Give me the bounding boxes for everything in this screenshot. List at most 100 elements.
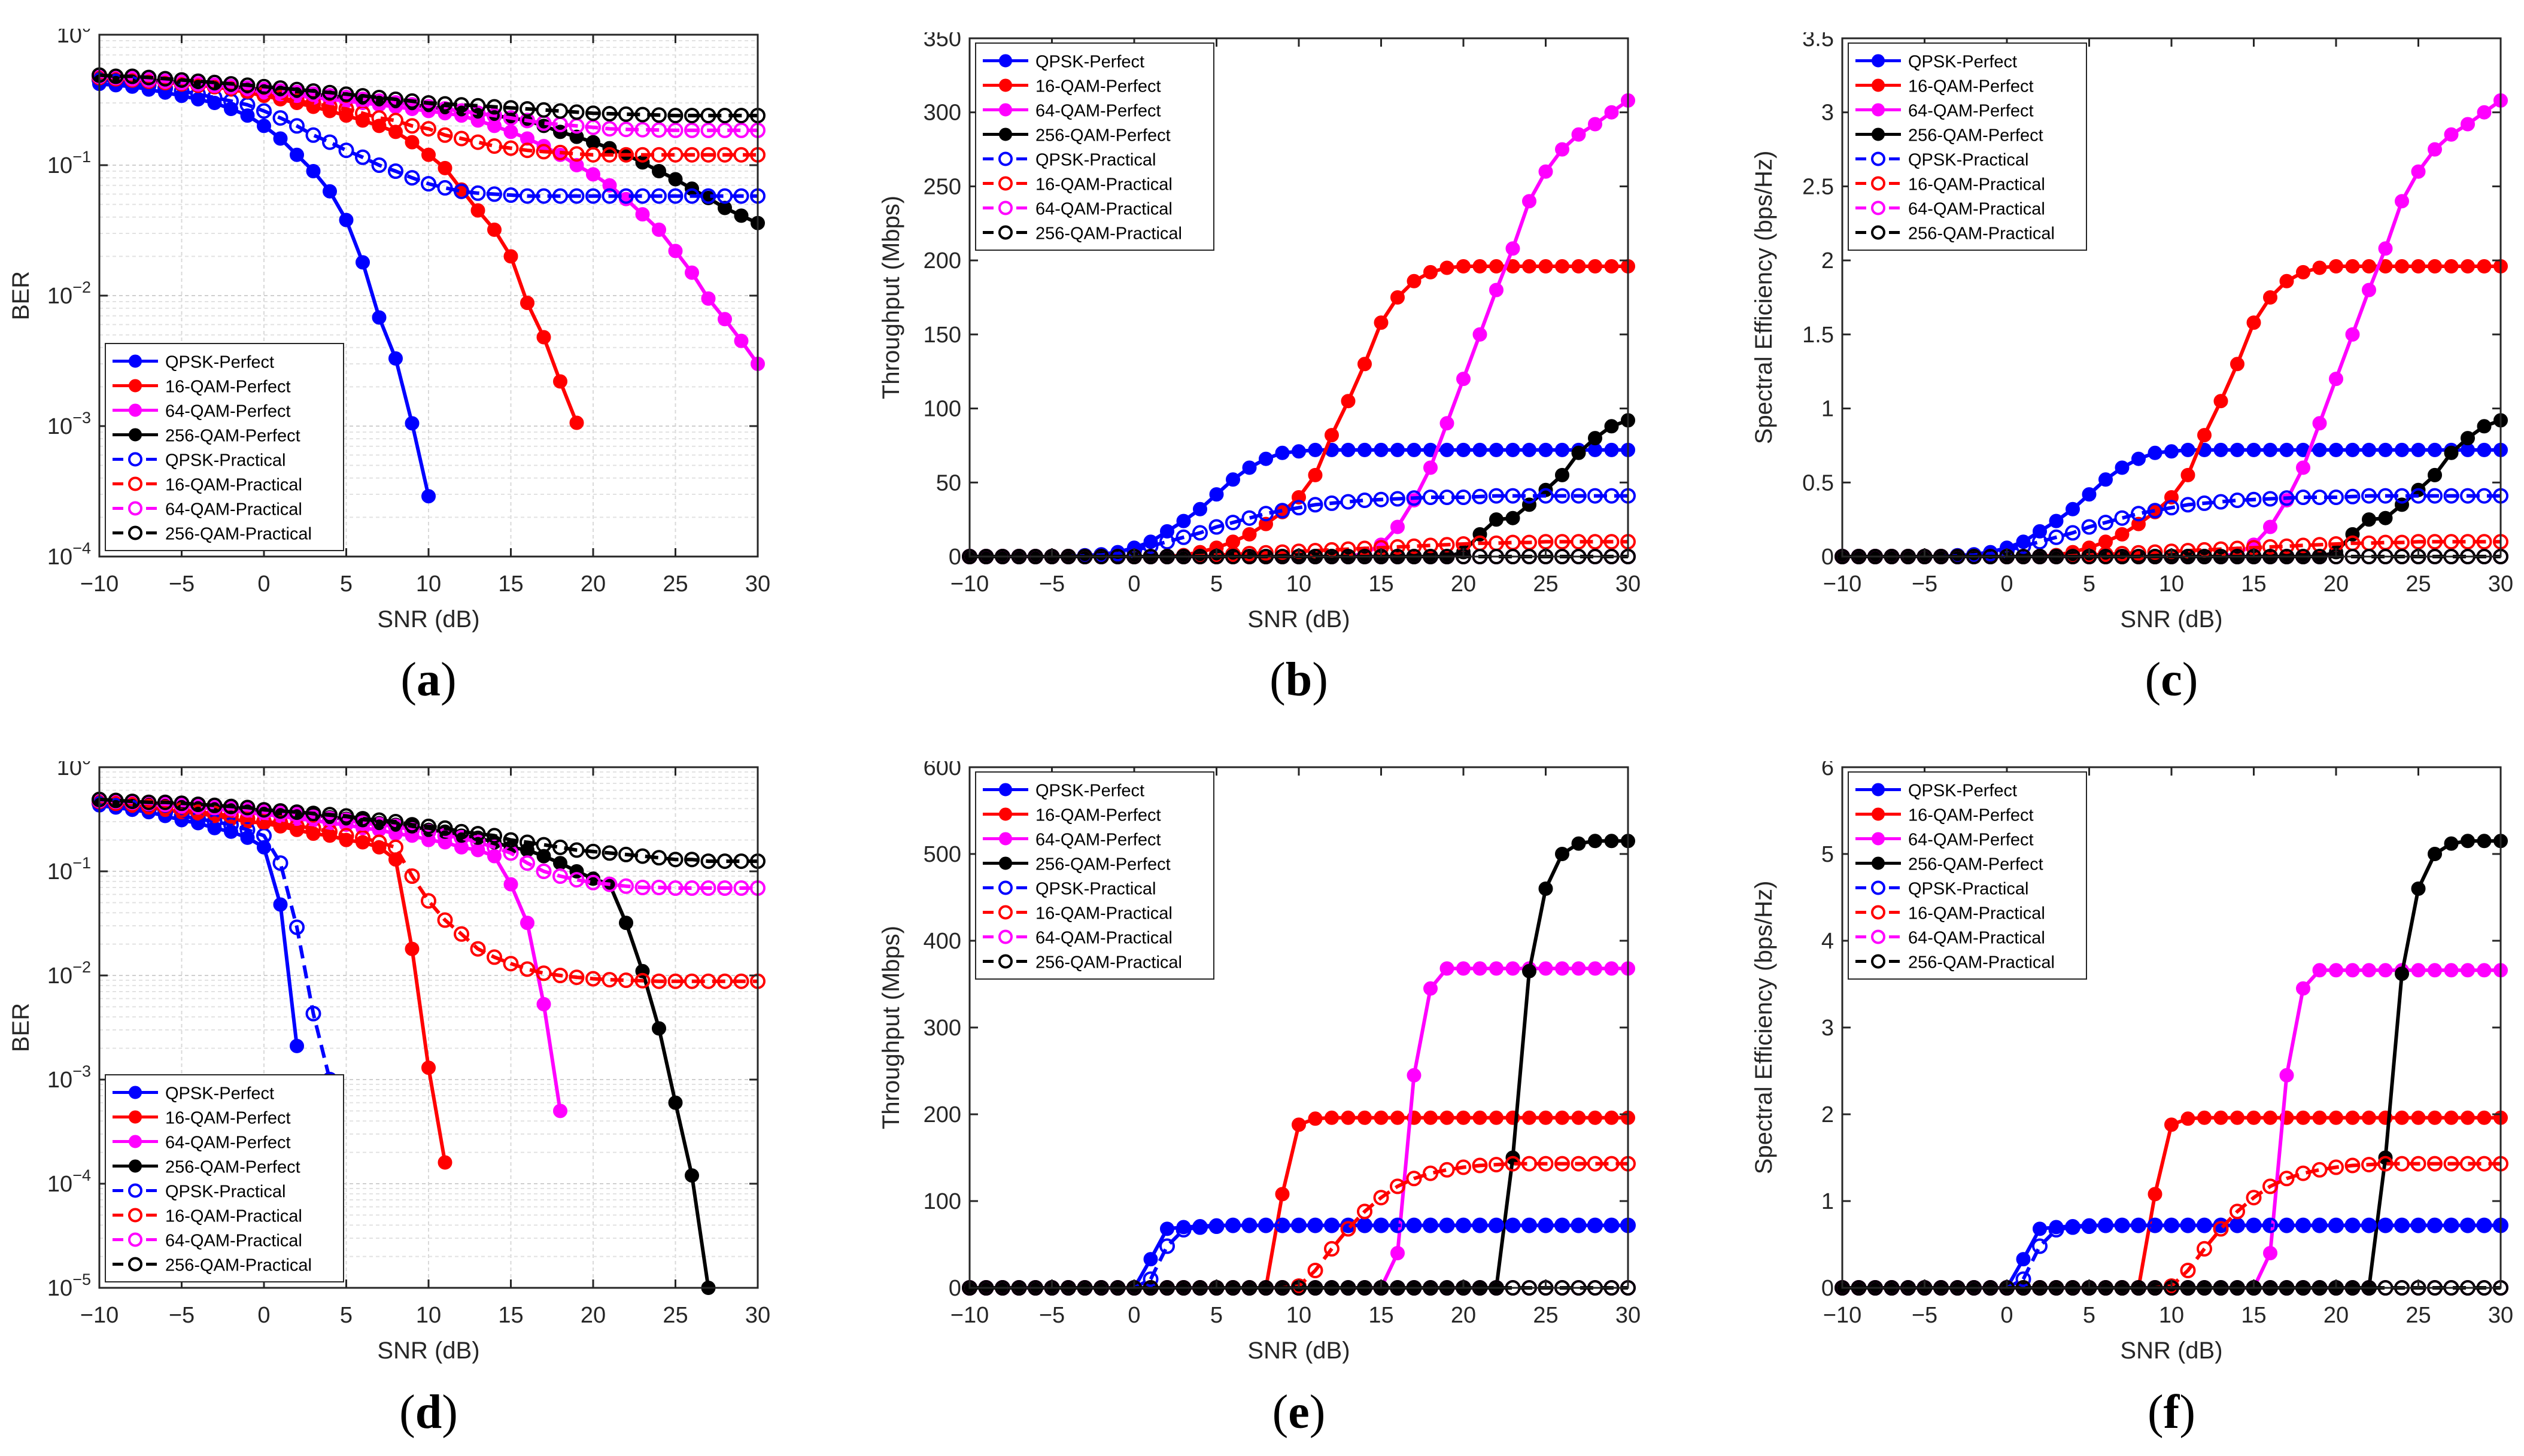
x-tick-label: 5 [1210, 1303, 1223, 1328]
data-point [2114, 510, 2130, 526]
data-point [2197, 1241, 2212, 1257]
data-point [602, 845, 618, 861]
x-tick-label: 10 [1286, 572, 1311, 597]
legend-item: 16-QAM-Practical [983, 175, 1173, 194]
data-point [1423, 1217, 1438, 1233]
data-point [2361, 488, 2377, 504]
data-point [717, 973, 733, 989]
data-point [2098, 1217, 2113, 1233]
data-point [520, 142, 535, 159]
data-point [2262, 491, 2278, 507]
data-point [1521, 1156, 1537, 1172]
legend: QPSK-Perfect 16-QAM-Perfect 64-QAM-Perfect… [105, 343, 344, 551]
data-point [2328, 1217, 2344, 1233]
data-point [190, 804, 206, 820]
x-axis-label: SNR (dB) [1247, 606, 1350, 633]
legend-label: 64-QAM-Practical [165, 500, 302, 519]
data-point [2262, 1178, 2278, 1194]
data-point [1274, 544, 1290, 560]
x-tick-label: −5 [1912, 572, 1937, 597]
x-tick-label: 25 [1533, 572, 1558, 597]
legend-marker [1871, 905, 1885, 920]
data-point [569, 146, 585, 162]
chart-panel-e: −10 −5 0 5 10 15 20 25 300100200300400500600SNR … [878, 761, 1640, 1364]
data-point [272, 80, 288, 96]
data-point [668, 1095, 683, 1110]
legend-label: 16-QAM-Practical [165, 1207, 302, 1226]
legend-item: 64-QAM-Practical [1855, 200, 2045, 219]
data-point [388, 163, 403, 179]
data-point [2312, 963, 2327, 978]
data-point [372, 310, 387, 325]
data-point [2246, 315, 2261, 330]
data-point [305, 820, 321, 836]
data-point [1571, 1110, 1586, 1125]
legend-label: 256-QAM-Practical [165, 1256, 312, 1275]
data-point [1604, 961, 1619, 976]
data-point [1538, 1156, 1554, 1172]
x-axis-label: SNR (dB) [377, 606, 479, 633]
data-point [1603, 534, 1620, 550]
data-point [1439, 537, 1455, 553]
legend-marker [998, 225, 1013, 240]
y-axis-label: BER [8, 271, 34, 320]
y-tick-label: 10−4 [47, 1166, 91, 1197]
legend-label: 256-QAM-Perfect [165, 1158, 300, 1177]
x-axis-label: SNR (dB) [377, 1338, 479, 1364]
data-point [618, 106, 634, 122]
legend-item: 64-QAM-Perfect [983, 102, 1161, 121]
data-point [1456, 1159, 1471, 1175]
legend-marker [128, 1232, 142, 1247]
legend-item: QPSK-Perfect [113, 353, 274, 372]
data-point [536, 188, 552, 204]
x-tick-label: 30 [1615, 1303, 1640, 1328]
y-tick-label: 6 [1821, 761, 1834, 780]
data-point [2148, 445, 2162, 460]
data-point [2428, 1110, 2442, 1125]
data-point [2362, 963, 2376, 978]
data-point [634, 121, 651, 138]
data-point [2461, 834, 2475, 849]
data-point [1241, 510, 1258, 526]
data-point [2312, 442, 2327, 457]
panel-caption-letter: d [415, 1386, 442, 1439]
data-point [405, 941, 420, 956]
data-point [520, 916, 534, 931]
data-point [2362, 259, 2376, 273]
data-point [1538, 1217, 1554, 1233]
data-point [108, 792, 124, 808]
legend-label: 256-QAM-Practical [1035, 224, 1182, 244]
data-point [2428, 467, 2442, 482]
data-point [256, 802, 272, 818]
data-point [2296, 1110, 2310, 1125]
legend-label: 256-QAM-Practical [165, 525, 312, 544]
legend-box [975, 771, 1214, 980]
legend-marker [128, 501, 142, 516]
data-point [1489, 961, 1504, 976]
data-point [733, 147, 749, 163]
data-point [1588, 117, 1602, 132]
data-point [1439, 1217, 1455, 1233]
y-tick-label: 500 [924, 842, 961, 867]
y-axis-label: Throughput (Mbps) [878, 196, 904, 399]
data-point [667, 108, 684, 124]
data-point [1225, 1217, 1241, 1233]
legend-label: 64-QAM-Practical [1908, 200, 2045, 219]
data-point [356, 255, 370, 270]
legend-label: 16-QAM-Perfect [1908, 77, 2034, 96]
data-point [2246, 442, 2261, 457]
data-point [1555, 442, 1569, 457]
chart-panel-f: −10 −5 0 5 10 15 20 25 30 0 1 2 3 4 5 6 SNR (dB) Spectral… [1751, 761, 2513, 1364]
legend-label: 16-QAM-Practical [1035, 175, 1173, 194]
data-point [1258, 506, 1274, 522]
y-tick-label: 150 [924, 323, 961, 348]
data-point [1604, 834, 1619, 849]
data-point [1307, 497, 1323, 513]
data-point [634, 147, 651, 163]
data-point [717, 122, 733, 138]
data-point [2361, 1217, 2377, 1233]
legend-item: 64-QAM-Practical [113, 500, 302, 519]
data-point [717, 188, 733, 204]
data-point [2344, 1217, 2361, 1233]
